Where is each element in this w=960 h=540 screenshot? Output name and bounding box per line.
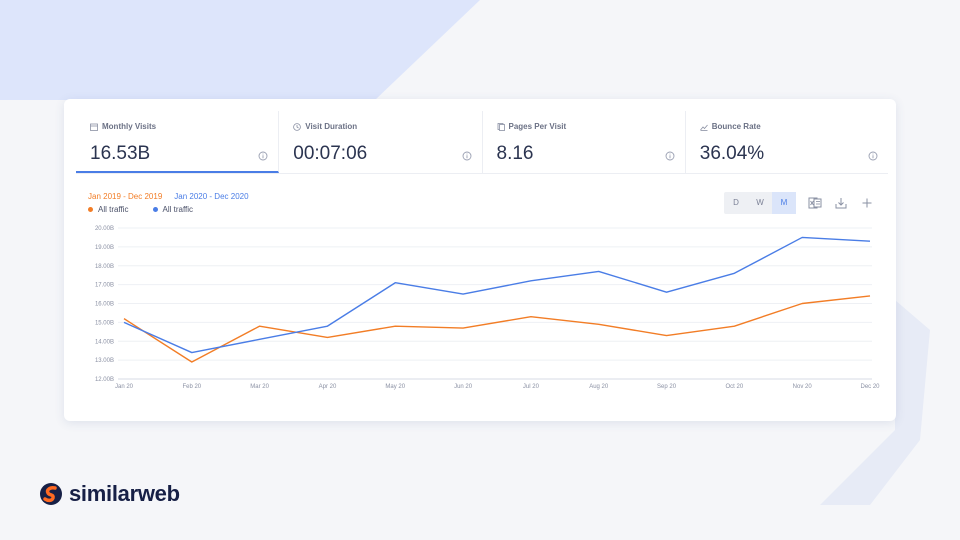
info-icon[interactable] (258, 151, 268, 161)
legend-item-2020[interactable]: All traffic (152, 205, 194, 214)
metric-pages-per-visit[interactable]: Pages Per Visit 8.16 (483, 111, 686, 173)
y-tick-label: 13.00B (95, 358, 114, 364)
metric-label: Monthly Visits (102, 122, 157, 131)
x-tick-label: Sep 20 (657, 384, 677, 390)
metric-monthly-visits[interactable]: Monthly Visits 16.53B (76, 111, 280, 173)
y-tick-label: 17.00B (95, 283, 114, 289)
granularity-weekly-button[interactable]: W (756, 198, 764, 207)
x-tick-label: May 20 (385, 384, 405, 390)
x-tick-label: Jan 20 (115, 384, 134, 390)
x-tick-label: Jul 20 (523, 384, 540, 390)
x-tick-label: Jun 20 (454, 384, 473, 390)
chart-legend: Jan 2019 - Dec 2019 Jan 2020 - Dec 2020 … (88, 192, 249, 214)
legend-item-label: All traffic (98, 205, 129, 214)
x-tick-label: Nov 20 (793, 384, 813, 390)
chart-tools (808, 196, 874, 210)
granularity-toggle: D W M (724, 192, 796, 214)
y-tick-label: 19.00B (95, 245, 114, 251)
y-tick-label: 14.00B (95, 339, 114, 345)
metric-label: Visit Duration (305, 122, 358, 131)
analytics-card: Monthly Visits 16.53B Visit Duration 00:… (64, 99, 896, 421)
metric-value: 00:07:06 (293, 143, 368, 164)
calendar-icon (90, 123, 98, 131)
metric-visit-duration[interactable]: Visit Duration 00:07:06 (279, 111, 483, 173)
granularity-daily-button[interactable]: D (733, 198, 739, 207)
trend-icon (699, 124, 708, 131)
line-chart: 12.00B 13.00B 14.00B 15.00B 16.00B 17.00B 18.0… (95, 226, 880, 390)
legend-item-label: All traffic (162, 205, 194, 214)
similarweb-logo-icon (40, 483, 62, 505)
info-icon[interactable] (665, 151, 675, 161)
metric-label: Pages Per Visit (508, 122, 567, 131)
legend-dot-orange (88, 207, 93, 213)
metric-value: 36.04% (699, 143, 765, 164)
legend-range-2020[interactable]: Jan 2020 - Dec 2020 (174, 192, 249, 201)
pages-icon (497, 122, 505, 131)
legend-item-2019[interactable]: All traffic (88, 205, 129, 214)
y-tick-label: 18.00B (95, 264, 114, 270)
x-tick-label: Feb 20 (182, 384, 201, 390)
metric-value: 16.53B (90, 143, 151, 164)
brand-logo: similarweb (39, 481, 180, 507)
legend-range-2019[interactable]: Jan 2019 - Dec 2019 (88, 192, 163, 201)
add-icon[interactable] (860, 196, 874, 210)
download-icon[interactable] (834, 196, 848, 210)
metrics-row: Monthly Visits 16.53B Visit Duration 00:… (76, 111, 888, 174)
x-tick-label: Oct 20 (726, 384, 744, 390)
x-tick-label: Mar 20 (250, 384, 269, 390)
clock-icon (293, 122, 302, 131)
x-tick-label: Apr 20 (319, 384, 337, 390)
x-tick-label: Aug 20 (589, 384, 609, 390)
y-tick-label: 20.00B (95, 226, 114, 232)
metric-value: 8.16 (496, 143, 534, 164)
info-icon[interactable] (868, 151, 878, 161)
y-tick-label: 15.00B (95, 320, 114, 326)
metric-label: Bounce Rate (711, 122, 761, 131)
metric-bounce-rate[interactable]: Bounce Rate 36.04% (686, 111, 888, 173)
x-tick-label: Dec 20 (860, 384, 880, 390)
y-tick-label: 12.00B (95, 377, 114, 383)
y-tick-label: 16.00B (95, 302, 114, 308)
excel-export-icon[interactable] (808, 196, 822, 210)
info-icon[interactable] (462, 151, 472, 161)
granularity-monthly-button[interactable]: M (772, 192, 796, 214)
series-line-2020 (123, 236, 871, 354)
series-line-2019 (123, 295, 871, 363)
legend-dot-blue (152, 207, 158, 213)
brand-name: similarweb (69, 481, 180, 506)
